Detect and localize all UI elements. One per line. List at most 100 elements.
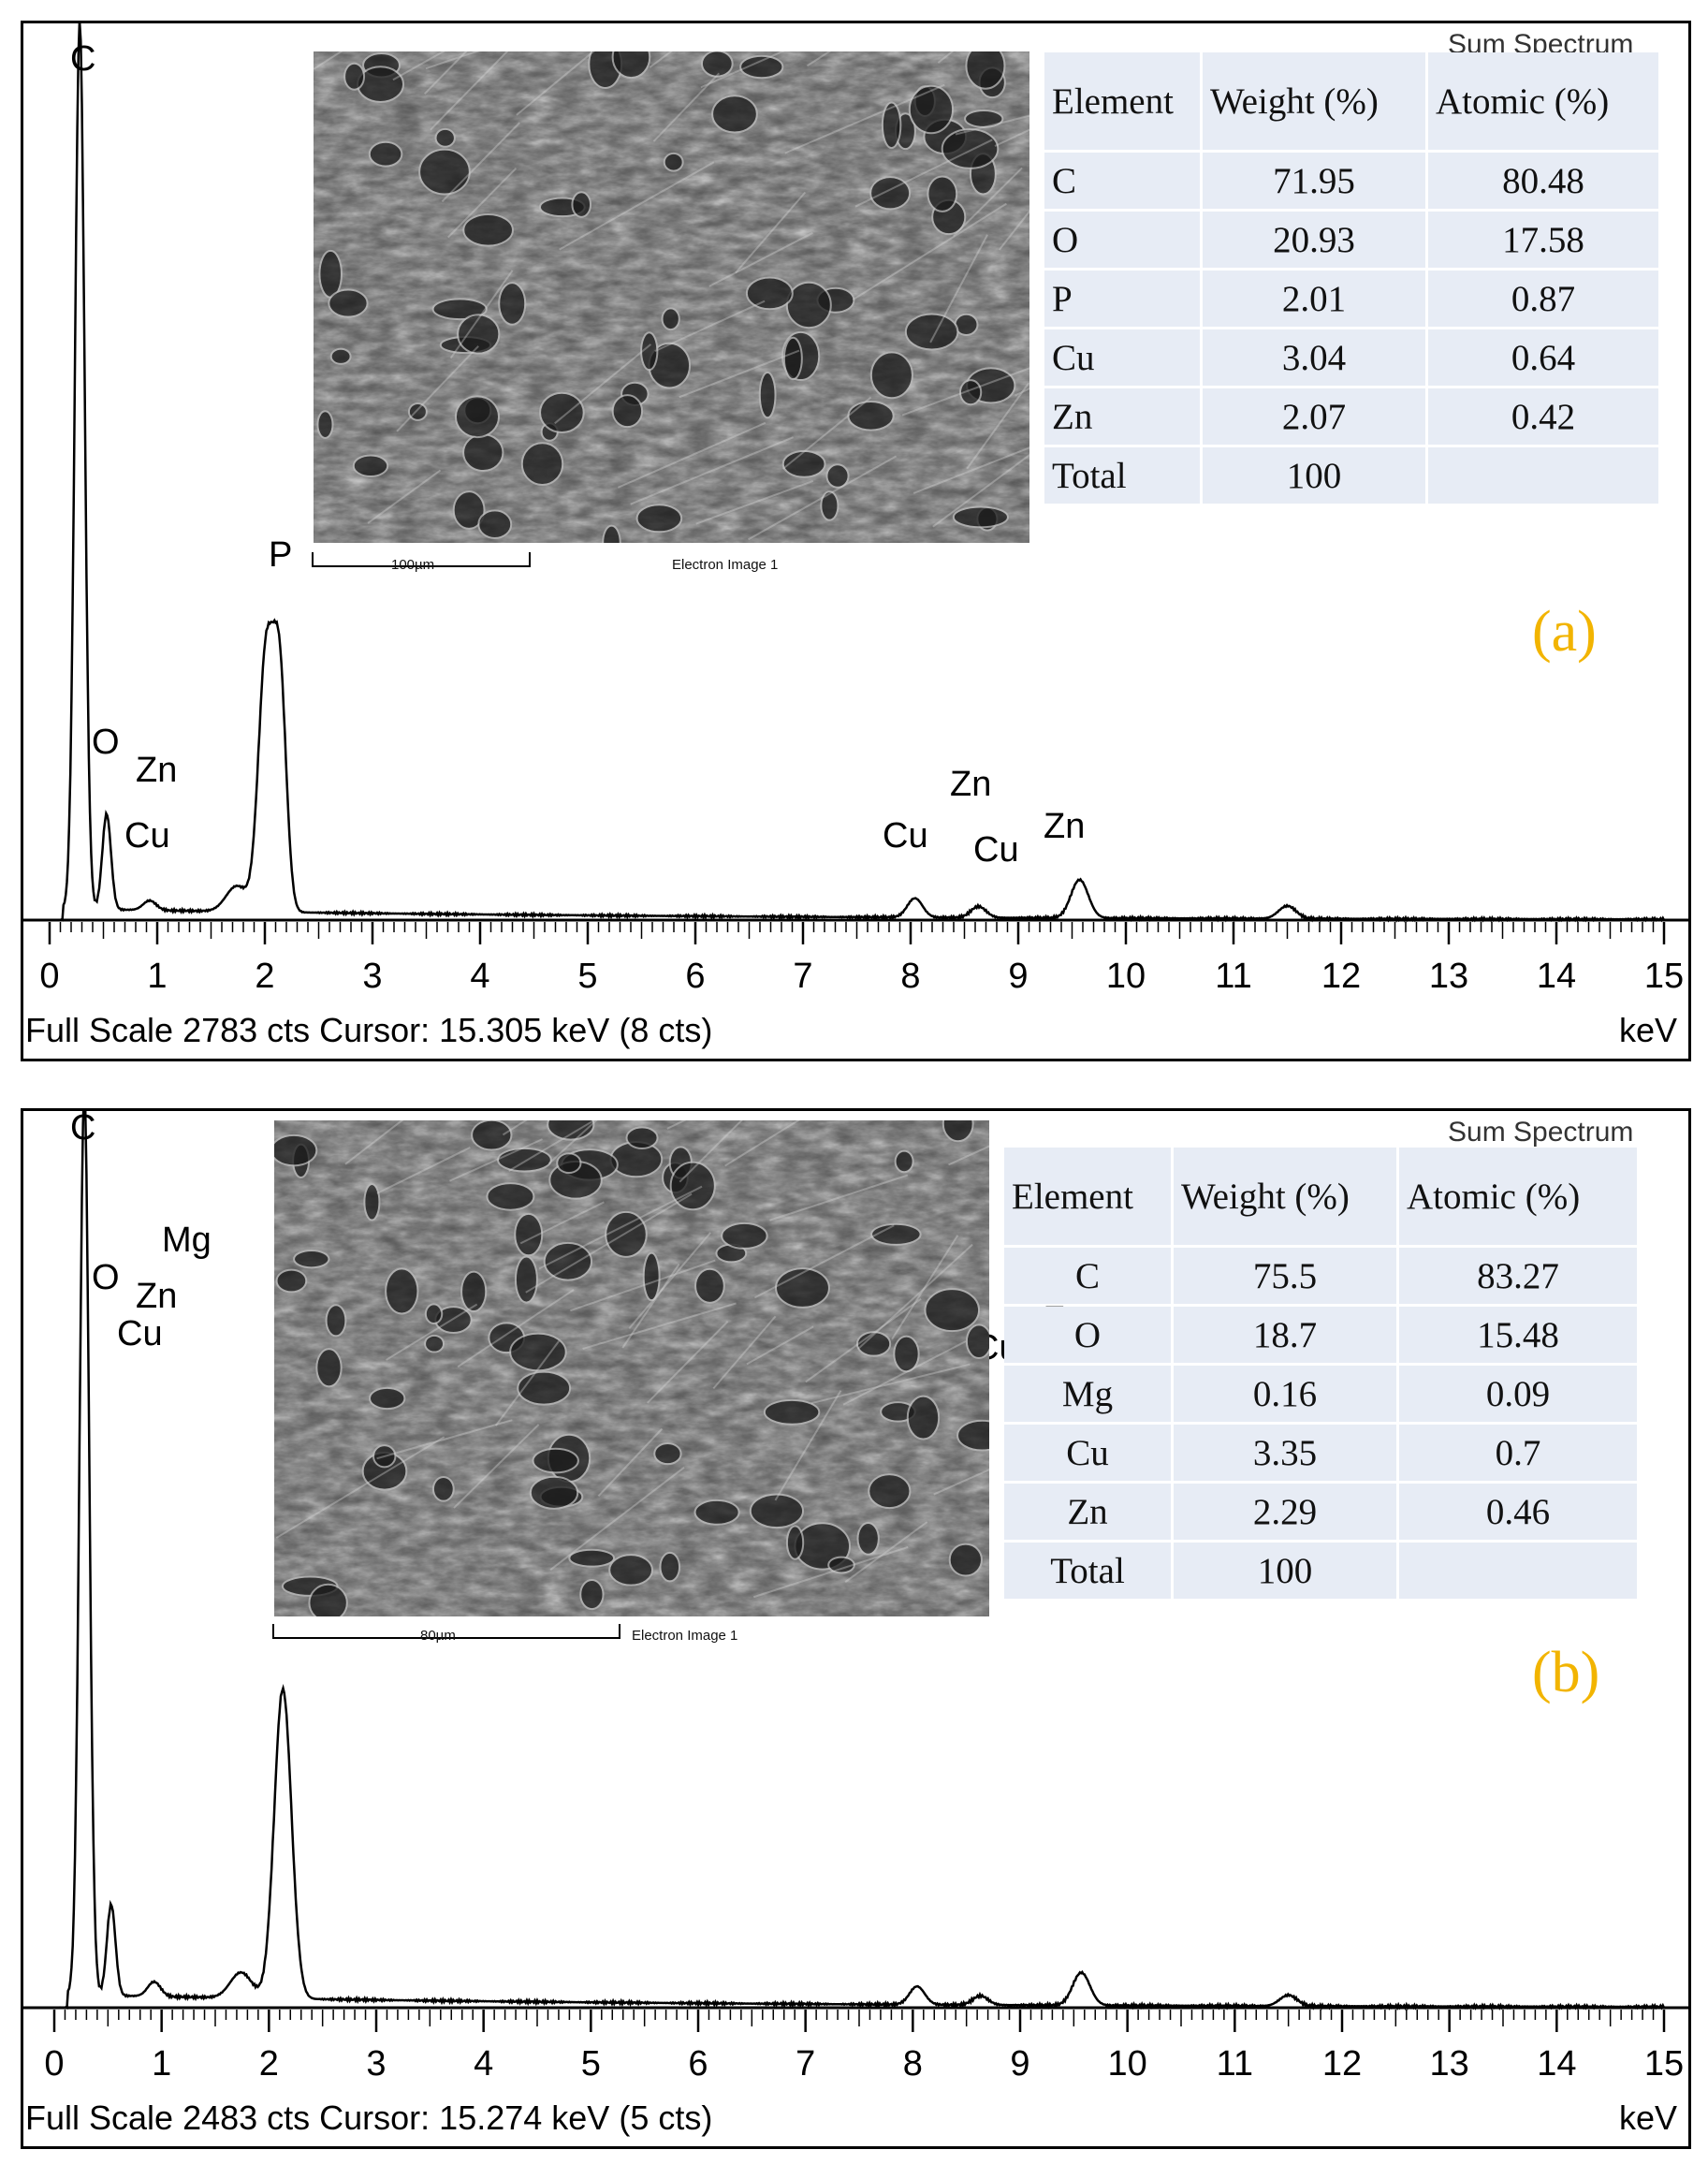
table-cell: 80.48 — [1428, 153, 1658, 209]
spectrum-line — [54, 1111, 1666, 2011]
table-header: Atomic (%) — [1399, 1148, 1637, 1245]
table-cell: 0.7 — [1399, 1425, 1637, 1481]
x-tick-label: 4 — [470, 957, 489, 996]
x-tick-label: 14 — [1537, 957, 1576, 996]
x-tick-label: 11 — [1217, 2044, 1253, 2084]
x-tick-label: 6 — [688, 2044, 708, 2084]
table-cell: 2.01 — [1203, 271, 1425, 327]
peak-label-mg: Mg — [162, 1221, 212, 1260]
table-header: Weight (%) — [1203, 52, 1425, 150]
table-cell: Cu — [1044, 329, 1200, 386]
x-tick-label: 7 — [793, 957, 812, 996]
table-row: Cu 3.04 0.64 — [1044, 329, 1658, 386]
table-cell: Zn — [1044, 388, 1200, 445]
x-tick-label: 1 — [147, 957, 167, 996]
table-cell — [1428, 447, 1658, 504]
scale-bar-label: 80µm — [420, 1628, 456, 1644]
panel-label-b: (b) — [1532, 1641, 1600, 1704]
table-cell: 3.04 — [1203, 329, 1425, 386]
peak-label-o: O — [92, 1258, 120, 1297]
table-header: Element — [1044, 52, 1200, 150]
peak-label-o: O — [92, 723, 120, 762]
composition-table-a: Element Weight (%) Atomic (%) C 71.95 80.4… — [1042, 50, 1661, 506]
sem-texture — [314, 51, 1029, 543]
x-tick-label: 9 — [1010, 2044, 1029, 2084]
x-axis-unit-label: keV — [1619, 1011, 1678, 1049]
x-tick-label: 4 — [474, 2044, 493, 2084]
x-tick-label: 15 — [1644, 2044, 1684, 2084]
table-cell: 100 — [1203, 447, 1425, 504]
table-cell: 0.16 — [1174, 1366, 1396, 1422]
table-cell: 0.64 — [1428, 329, 1658, 386]
table-cell: O — [1044, 212, 1200, 268]
table-row: Cu 3.35 0.7 — [1004, 1425, 1637, 1481]
x-tick-label: 15 — [1644, 957, 1684, 996]
table-cell: Zn — [1004, 1484, 1171, 1540]
table-cell: 83.27 — [1399, 1248, 1637, 1304]
table-cell: 20.93 — [1203, 212, 1425, 268]
x-tick-label: 2 — [259, 2044, 279, 2084]
x-tick-label: 14 — [1537, 2044, 1576, 2084]
table-cell: Mg — [1004, 1366, 1171, 1422]
table-row: P 2.01 0.87 — [1044, 271, 1658, 327]
table-cell: C — [1044, 153, 1200, 209]
peak-label-p: P — [269, 535, 292, 575]
x-tick-label: 10 — [1108, 2044, 1147, 2084]
x-tick-label: 1 — [152, 2044, 171, 2084]
x-tick-label: 0 — [44, 2044, 64, 2084]
table-row: O 20.93 17.58 — [1044, 212, 1658, 268]
x-tick-label: 12 — [1321, 957, 1361, 996]
composition-table-b: Element Weight (%) Atomic (%) C 75.5 83.27… — [1001, 1145, 1640, 1601]
sum-spectrum-label: Sum Spectrum — [1448, 1117, 1634, 1148]
x-tick-label: 6 — [685, 957, 705, 996]
peak-label-cu: Cu — [117, 1314, 163, 1353]
table-cell: O — [1004, 1307, 1171, 1363]
table-cell: 18.7 — [1174, 1307, 1396, 1363]
table-cell: 15.48 — [1399, 1307, 1637, 1363]
x-tick-label: 3 — [366, 2044, 386, 2084]
table-cell: 17.58 — [1428, 212, 1658, 268]
x-tick-label: 5 — [577, 957, 597, 996]
x-tick-label: 13 — [1429, 957, 1468, 996]
x-tick-label: 11 — [1215, 957, 1251, 996]
peak-label-c: C — [70, 39, 95, 79]
peak-label-zn: Zn — [950, 765, 991, 804]
table-cell: 100 — [1174, 1543, 1396, 1599]
scale-bar — [272, 1624, 620, 1639]
x-tick-label: 5 — [581, 2044, 601, 2084]
table-row: Zn 2.29 0.46 — [1004, 1484, 1637, 1540]
x-tick-label: 8 — [903, 2044, 923, 2084]
table-row: Zn 2.07 0.42 — [1044, 388, 1658, 445]
peak-label-zn: Zn — [1044, 807, 1085, 846]
table-cell: 0.09 — [1399, 1366, 1637, 1422]
table-cell: P — [1044, 271, 1200, 327]
x-tick-label: 2 — [255, 957, 274, 996]
x-tick-label: 3 — [362, 957, 382, 996]
sem-texture — [274, 1120, 989, 1616]
x-tick-label: 9 — [1008, 957, 1028, 996]
table-header: Atomic (%) — [1428, 52, 1658, 150]
peak-label-cu: Cu — [973, 830, 1019, 870]
full-scale-cursor-readout: Full Scale 2483 cts Cursor: 15.274 keV (… — [25, 2099, 713, 2137]
table-cell: Total — [1004, 1543, 1171, 1599]
peak-label-zn: Zn — [136, 751, 177, 790]
x-tick-label: 13 — [1430, 2044, 1469, 2084]
table-cell: Cu — [1004, 1425, 1171, 1481]
x-tick-label: 12 — [1322, 2044, 1362, 2084]
table-cell: 0.87 — [1428, 271, 1658, 327]
eds-panel-a: 0 1 2 3 4 5 6 7 8 9 10 11 12 13 14 15 C P O Zn Cu Cu Zn Cu Zn Su… — [21, 21, 1691, 1061]
table-cell: 2.07 — [1203, 388, 1425, 445]
table-cell: 0.46 — [1399, 1484, 1637, 1540]
x-tick-label: 8 — [900, 957, 920, 996]
sem-micrograph-b — [274, 1120, 989, 1616]
table-cell: 3.35 — [1174, 1425, 1396, 1481]
scale-bar-label: 100µm — [391, 557, 435, 573]
table-row: Total 100 — [1044, 447, 1658, 504]
spectrum-line — [50, 23, 1666, 923]
peak-label-cu: Cu — [124, 816, 170, 856]
x-tick-label: 7 — [796, 2044, 815, 2084]
table-cell: 71.95 — [1203, 153, 1425, 209]
table-row: C 75.5 83.27 — [1004, 1248, 1637, 1304]
x-tick-label: 0 — [39, 957, 59, 996]
